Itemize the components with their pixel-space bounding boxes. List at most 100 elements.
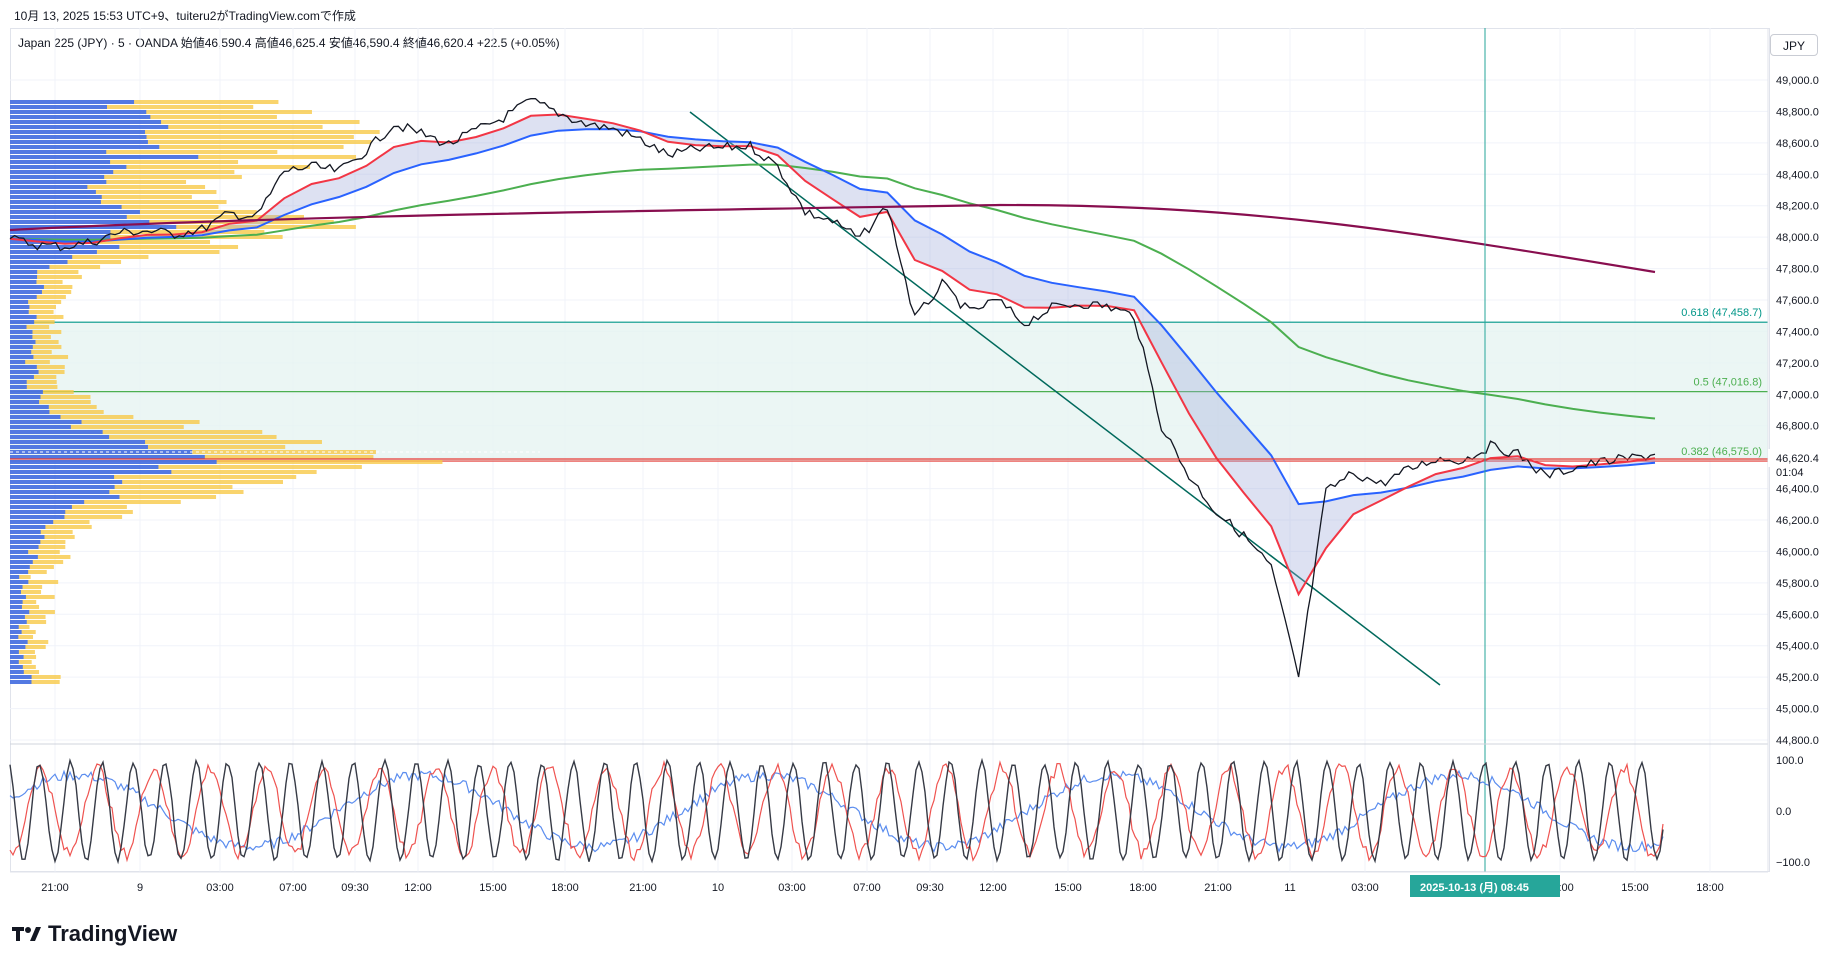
- volume-profile-bar: [10, 610, 30, 614]
- price-axis[interactable]: 49,000.0 48,800.0 48,600.0 48,400.0 48,200.0…: [1776, 75, 1819, 747]
- time-axis-label: 03:00: [1351, 882, 1379, 894]
- volume-profile-bar: [10, 245, 120, 249]
- volume-profile-bar: [10, 315, 64, 319]
- volume-profile-bar: [10, 260, 68, 264]
- price-axis-label: 49,000.0: [1776, 75, 1819, 87]
- volume-profile-bar: [10, 565, 30, 569]
- volume-profile-bar: [10, 190, 217, 194]
- ema-fast-line: [9, 113, 1656, 597]
- time-axis-label: 21:00: [1204, 882, 1232, 894]
- volume-profile-bar: [10, 200, 227, 204]
- oscillator-axis[interactable]: 100.0 0.0 −100.0: [1776, 755, 1810, 869]
- volume-profile-bar: [10, 400, 91, 404]
- volume-profile-bar: [10, 365, 37, 369]
- volume-profile-bar: [10, 410, 50, 414]
- volume-profile-bar: [10, 460, 443, 464]
- volume-profile-bar: [10, 365, 65, 369]
- volume-profile-bar: [10, 325, 50, 329]
- volume-profile-bar: [10, 680, 60, 684]
- volume-profile-bar: [10, 330, 62, 334]
- volume-profile-bar: [10, 230, 265, 234]
- volume-profile-bar: [10, 300, 62, 304]
- tradingview-logo[interactable]: TradingView: [12, 921, 177, 947]
- volume-profile-bar: [10, 505, 72, 509]
- volume-profile-bar: [10, 480, 123, 484]
- volume-profile-bar: [10, 415, 61, 419]
- time-axis-label: 03:00: [778, 882, 806, 894]
- volume-profile-bar: [10, 165, 311, 169]
- volume-profile-bar: [10, 345, 62, 349]
- volume-profile-bar: [10, 630, 36, 634]
- volume-profile-bar: [10, 270, 38, 274]
- volume-profile-bar: [10, 515, 65, 519]
- volume-profile-bar: [10, 420, 82, 424]
- volume-profile-bar: [10, 580, 59, 584]
- volume-profile-bar: [10, 515, 123, 519]
- volume-profile-bar: [10, 135, 147, 139]
- volume-profile-bar: [10, 585, 43, 589]
- volume-profile-bar: [10, 110, 312, 114]
- volume-profile-bar: [10, 240, 211, 244]
- volume-profile-bar: [10, 440, 322, 444]
- volume-profile-bar: [10, 425, 71, 429]
- volume-profile-bar: [10, 525, 92, 529]
- volume-profile-bar: [10, 145, 160, 149]
- volume-profile-bar: [10, 665, 36, 669]
- volume-profile-bar: [10, 550, 60, 554]
- volume-profile-bar: [10, 135, 354, 139]
- volume-profile-bar: [10, 295, 37, 299]
- volume-profile-bar: [10, 635, 34, 639]
- price-axis-label: 45,400.0: [1776, 641, 1819, 653]
- volume-profile-bar: [10, 305, 56, 309]
- volume-profile-bar: [10, 395, 41, 399]
- volume-profile-bar: [10, 575, 20, 579]
- volume-profile-bar: [10, 670, 40, 674]
- stochastic-oscillator: [9, 757, 1664, 865]
- price-axis-label: 47,600.0: [1776, 295, 1819, 307]
- symbol-legend[interactable]: Japan 225 (JPY) · 5 · OANDA 始値46,590.4 高…: [18, 36, 560, 50]
- current-price-label: 46,620.4: [1776, 453, 1819, 465]
- volume-profile-bar: [10, 660, 19, 664]
- volume-profile-bar: [10, 400, 40, 404]
- volume-profile-bar: [10, 595, 55, 599]
- ma-green-line: [9, 163, 1656, 420]
- price-axis-label: 45,200.0: [1776, 672, 1819, 684]
- volume-profile-bar: [10, 120, 162, 124]
- time-axis-label: 15:00: [1054, 882, 1082, 894]
- volume-profile-bar: [10, 665, 23, 669]
- time-axis-label: 18:00: [1129, 882, 1157, 894]
- volume-profile-bar: [10, 640, 49, 644]
- volume-profile-bar: [10, 470, 172, 474]
- time-axis-label: 07:00: [853, 882, 881, 894]
- volume-profile-bar: [10, 555, 38, 559]
- time-axis-label: 11: [1284, 882, 1295, 894]
- volume-profile-bar: [10, 490, 244, 494]
- fib-level-label: 0.382 (46,575.0): [1681, 446, 1762, 458]
- volume-profile-bar: [10, 150, 278, 154]
- volume-profile-bar: [10, 630, 22, 634]
- volume-profile-bar: [10, 280, 37, 284]
- volume-profile-bar: [10, 420, 200, 424]
- volume-profile-bar: [10, 675, 61, 679]
- fib-level-label: 0.5 (47,016.8): [1694, 377, 1763, 389]
- crosshair-time-label: 2025-10-13 (月) 08:45: [1420, 881, 1529, 894]
- volume-profile-bar: [10, 550, 29, 554]
- volume-profile-bar: [10, 500, 181, 504]
- time-axis-label: 12:00: [979, 882, 1007, 894]
- fib-retracement[interactable]: 0.618 (47,458.7) 0.5 (47,016.8) 0.382 (46,…: [10, 307, 1768, 462]
- ma-purple-line: [9, 203, 1656, 274]
- volume-profile-bar: [10, 320, 35, 324]
- volume-profile-bar: [10, 440, 146, 444]
- volume-profile-bar: [10, 125, 169, 129]
- moving-averages: [9, 113, 1656, 597]
- volume-profile-bar: [10, 355, 69, 359]
- volume-profile-bar: [10, 620, 27, 624]
- volume-profile-bar: [10, 560, 64, 564]
- volume-profile-bar: [10, 600, 37, 604]
- chart-caption: 10月 13, 2025 15:53 UTC+9、tuiteru2がTradin…: [14, 9, 356, 23]
- volume-profile-bar: [10, 615, 46, 619]
- volume-profile-bar: [10, 100, 135, 104]
- volume-profile-bar: [10, 390, 43, 394]
- currency-button[interactable]: JPY: [1770, 34, 1818, 56]
